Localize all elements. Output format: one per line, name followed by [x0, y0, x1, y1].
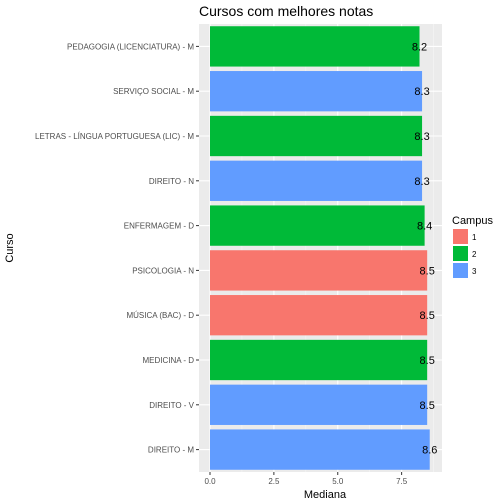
x-tick-label: 2.5	[268, 477, 280, 486]
y-axis-label: Curso	[4, 233, 16, 262]
x-axis-label: Mediana	[304, 489, 347, 501]
bar	[210, 384, 428, 425]
y-tick-label: ENFERMAGEM - D	[124, 222, 194, 231]
legend-label: 2	[472, 250, 477, 259]
y-tick-label: DIREITO - N	[149, 177, 194, 186]
bar	[210, 160, 423, 201]
y-tick-label: MEDICINA - D	[142, 356, 194, 365]
data-label: 8.3	[414, 86, 429, 98]
data-label: 8.2	[412, 41, 427, 53]
y-tick-label: DIREITO - M	[148, 446, 194, 455]
x-axis: 0.0 2.5 5.0 7.5	[204, 472, 408, 486]
bar	[210, 115, 423, 157]
bar	[210, 339, 428, 381]
legend-label: 1	[472, 233, 477, 242]
data-label: 8.5	[420, 400, 435, 412]
data-labels-layer: 8.2 8.3 8.3 8.3 8.4 8.5 8.5 8.5 8.5 8.6	[412, 41, 438, 456]
x-tick-label: 7.5	[396, 477, 408, 486]
legend-title: Campus	[452, 215, 493, 227]
data-label: 8.6	[422, 445, 437, 457]
legend-swatch	[453, 246, 468, 261]
bars-layer	[210, 26, 430, 470]
data-label: 8.3	[414, 176, 429, 188]
x-tick-label: 5.0	[332, 477, 344, 486]
y-tick-label: DIREITO - V	[149, 401, 194, 410]
chart-title: Cursos com melhores notas	[199, 3, 373, 19]
bar	[210, 295, 428, 336]
bar	[210, 26, 420, 67]
data-label: 8.5	[420, 355, 435, 367]
bar	[210, 250, 428, 291]
legend-swatch	[453, 263, 468, 278]
data-label: 8.5	[420, 310, 435, 322]
y-tick-label: LETRAS - LÍNGUA PORTUGUESA (LIC) - M	[35, 132, 194, 141]
y-axis: PEDAGOGIA (LICENCIATURA) - M SERVIÇO SOCI…	[35, 42, 199, 455]
data-label: 8.4	[417, 221, 432, 233]
y-tick-label: PEDAGOGIA (LICENCIATURA) - M	[67, 42, 194, 51]
y-tick-label: SERVIÇO SOCIAL - M	[113, 87, 194, 96]
legend: Campus 1 2 3	[452, 215, 493, 278]
legend-swatch	[453, 229, 468, 244]
y-tick-label: MÚSICA (BAC) - D	[126, 311, 194, 320]
bar	[210, 429, 430, 470]
bar	[210, 71, 423, 112]
legend-label: 3	[472, 267, 477, 276]
y-tick-label: PSICOLOGIA - N	[132, 266, 194, 275]
data-label: 8.5	[420, 265, 435, 277]
data-label: 8.3	[414, 131, 429, 143]
bar	[210, 205, 425, 246]
x-tick-label: 0.0	[204, 477, 216, 486]
